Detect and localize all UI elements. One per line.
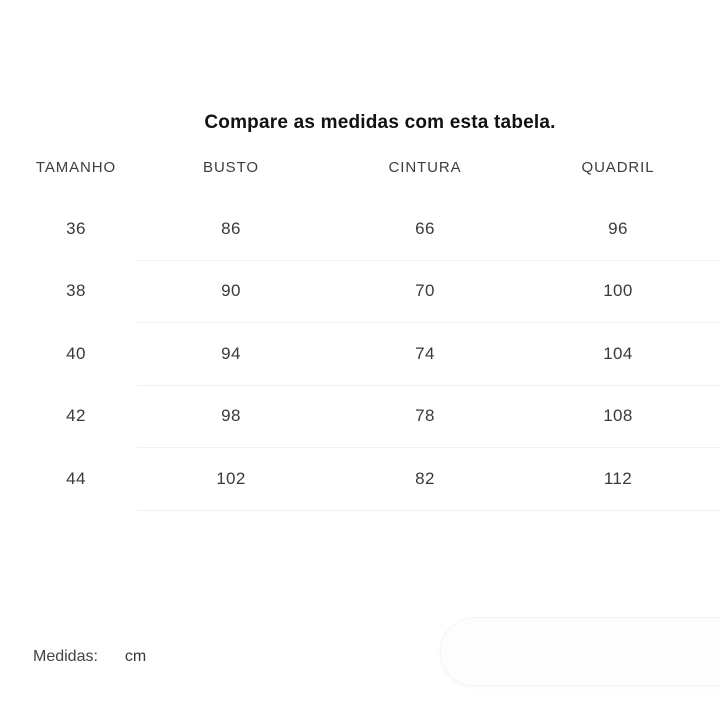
cutoff-pill-button[interactable]: [440, 617, 720, 686]
cell-quadril: 96: [608, 218, 628, 238]
size-table: TAMANHO BUSTO CINTURA QUADRIL 36 86 66 9…: [0, 154, 720, 511]
table-row: 36 86 66 96: [0, 198, 720, 260]
cell-cintura: 70: [415, 281, 435, 301]
cell-cintura: 74: [415, 343, 435, 363]
header-cintura: CINTURA: [388, 158, 462, 176]
cell-tamanho: 44: [66, 468, 86, 488]
table-row: 38 90 70 100: [0, 261, 720, 323]
cell-tamanho: 36: [66, 218, 86, 238]
cell-busto: 86: [221, 218, 241, 238]
cell-cintura: 78: [415, 406, 435, 426]
table-row: 44 102 82 112: [0, 448, 720, 510]
cell-quadril: 112: [603, 468, 633, 488]
table-body: 36 86 66 96 38 90 70 100 40 94 74 104: [0, 198, 720, 511]
cell-quadril: 108: [603, 406, 633, 426]
row-divider: [137, 384, 720, 386]
table-row: 42 98 78 108: [0, 386, 720, 448]
row-divider: [137, 447, 720, 448]
cell-tamanho: 40: [66, 343, 86, 363]
header-tamanho: TAMANHO: [35, 158, 117, 176]
measures-footer: Medidas: cm: [33, 646, 146, 668]
row-divider: [137, 259, 720, 261]
cell-busto: 94: [221, 343, 241, 363]
cell-tamanho: 38: [66, 281, 86, 301]
cell-busto: 90: [221, 281, 241, 301]
cell-busto: 98: [221, 406, 241, 426]
cell-cintura: 66: [415, 218, 435, 238]
unit-value: cm: [124, 648, 147, 665]
header-quadril: QUADRIL: [581, 158, 655, 176]
cell-tamanho: 42: [66, 406, 86, 426]
measures-label: Medidas:: [33, 648, 98, 665]
page-title: Compare as medidas com esta tabela.: [204, 112, 556, 133]
cell-quadril: 104: [603, 343, 633, 363]
row-divider: [137, 322, 720, 323]
table-header-row: TAMANHO BUSTO CINTURA QUADRIL: [0, 154, 720, 180]
cell-cintura: 82: [415, 468, 435, 488]
row-divider: [137, 509, 720, 511]
cell-busto: 102: [216, 468, 246, 488]
table-row: 40 94 74 104: [0, 323, 720, 385]
header-busto: BUSTO: [203, 158, 259, 176]
cell-quadril: 100: [603, 281, 633, 301]
